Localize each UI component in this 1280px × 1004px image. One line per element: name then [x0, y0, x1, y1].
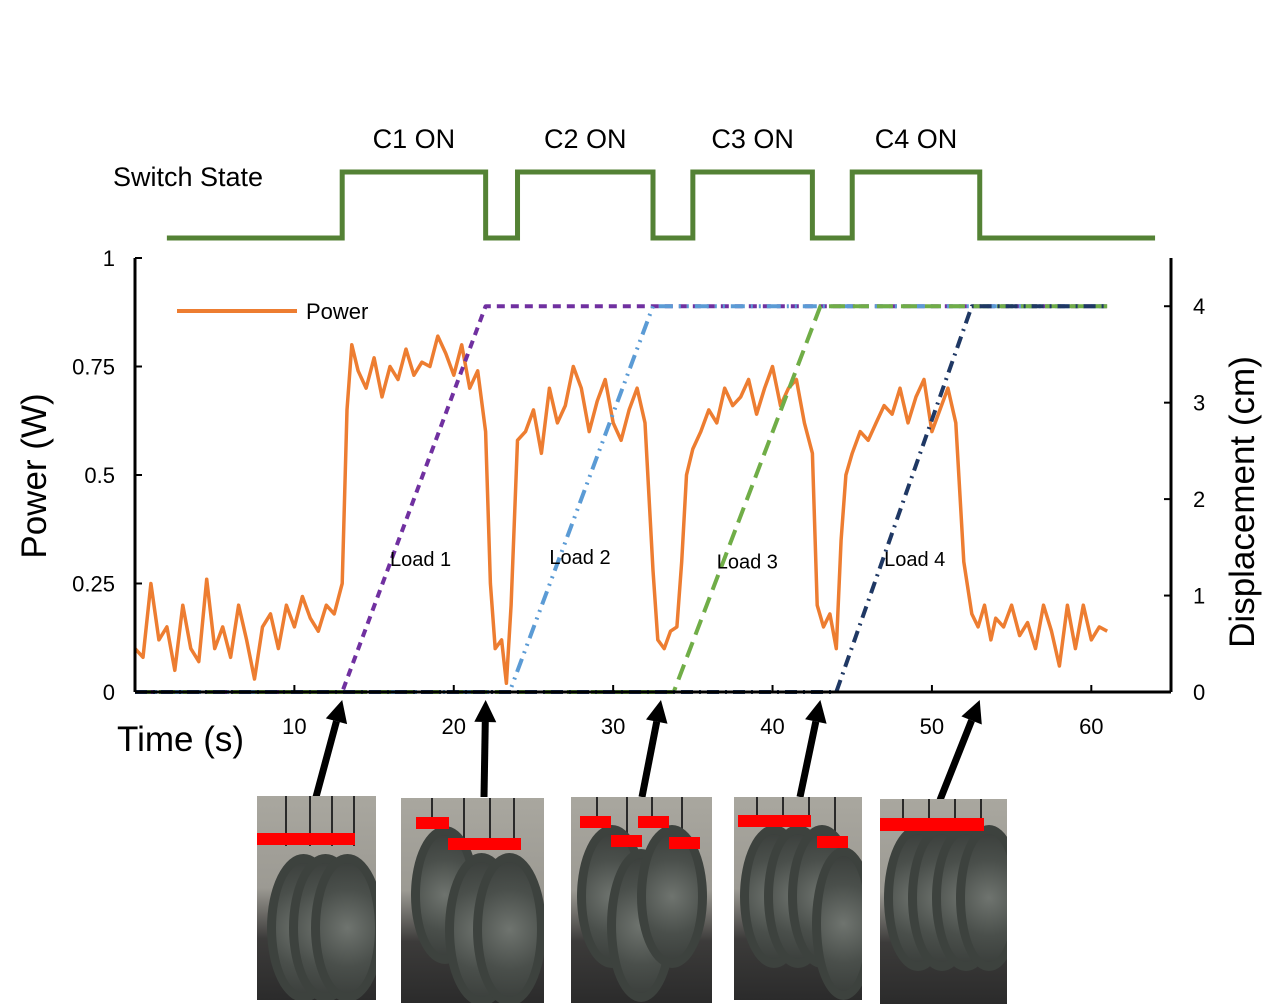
y2-tick-label: 1 — [1193, 584, 1205, 609]
switch-on-label-1: C1 ON — [373, 124, 456, 154]
photo-state-4 — [734, 797, 862, 1000]
legend: Power — [177, 299, 368, 324]
y-tick-label: 0.5 — [84, 463, 115, 488]
x-axis-title: Time (s) — [117, 720, 244, 759]
series-power-line — [133, 334, 1109, 686]
annotation-load-4: Load 4 — [884, 549, 945, 571]
y-tick-label: 1 — [103, 246, 115, 271]
annotation-load-3: Load 3 — [717, 551, 778, 573]
photo-state-5 — [880, 799, 1007, 1004]
annotation-load-1: Load 1 — [390, 549, 451, 571]
switch-on-label-2: C2 ON — [544, 124, 627, 154]
y2-tick-label: 3 — [1193, 391, 1205, 416]
arrow-1-shaft — [312, 720, 340, 798]
photo-state-2 — [401, 798, 544, 1003]
arrow-5-head — [961, 700, 982, 725]
legend-label-power: Power — [306, 299, 368, 324]
arrow-2-shaft — [480, 721, 489, 798]
x-tick-label: 30 — [601, 714, 625, 739]
photo-state-1 — [257, 796, 376, 1000]
arrow-3-shaft — [638, 720, 661, 798]
arrow-4-shaft — [796, 720, 820, 798]
arrow-1-head — [325, 700, 348, 725]
plot-area: Load 1 Load 2 Load 3 Load 4 10 20 30 40 50 6000.… — [72, 246, 1205, 739]
y2-tick-label: 0 — [1193, 680, 1205, 705]
switch-on-label-3: C3 ON — [711, 124, 794, 154]
switch-state-label: Switch State — [113, 162, 263, 192]
y-tick-label: 0.25 — [72, 572, 115, 597]
x-tick-label: 60 — [1079, 714, 1103, 739]
y2-tick-label: 2 — [1193, 487, 1205, 512]
y-axis-title: Power (W) — [15, 393, 54, 558]
annotation-load-2: Load 2 — [549, 547, 610, 569]
x-tick-label: 40 — [760, 714, 784, 739]
photo-state-3 — [571, 797, 712, 1003]
y-tick-label: 0 — [103, 680, 115, 705]
arrow-4-head — [805, 700, 827, 724]
arrow-2-head — [474, 700, 497, 723]
arrow-3-head — [646, 700, 668, 724]
switch-state-panel: Switch State C1 ON C2 ON C3 ON C4 ON — [113, 124, 1156, 241]
switch-state-line — [166, 169, 1156, 241]
photo-arrows — [312, 700, 982, 802]
x-tick-label: 20 — [442, 714, 466, 739]
y2-axis-title: Displacement (cm) — [1223, 356, 1262, 648]
arrow-5-shaft — [936, 719, 975, 802]
y-tick-label: 0.75 — [72, 355, 115, 380]
x-tick-label: 50 — [920, 714, 944, 739]
series-load-4-line — [135, 304, 1108, 694]
y2-tick-label: 4 — [1193, 294, 1205, 319]
switch-on-label-4: C4 ON — [875, 124, 958, 154]
x-tick-label: 10 — [282, 714, 306, 739]
